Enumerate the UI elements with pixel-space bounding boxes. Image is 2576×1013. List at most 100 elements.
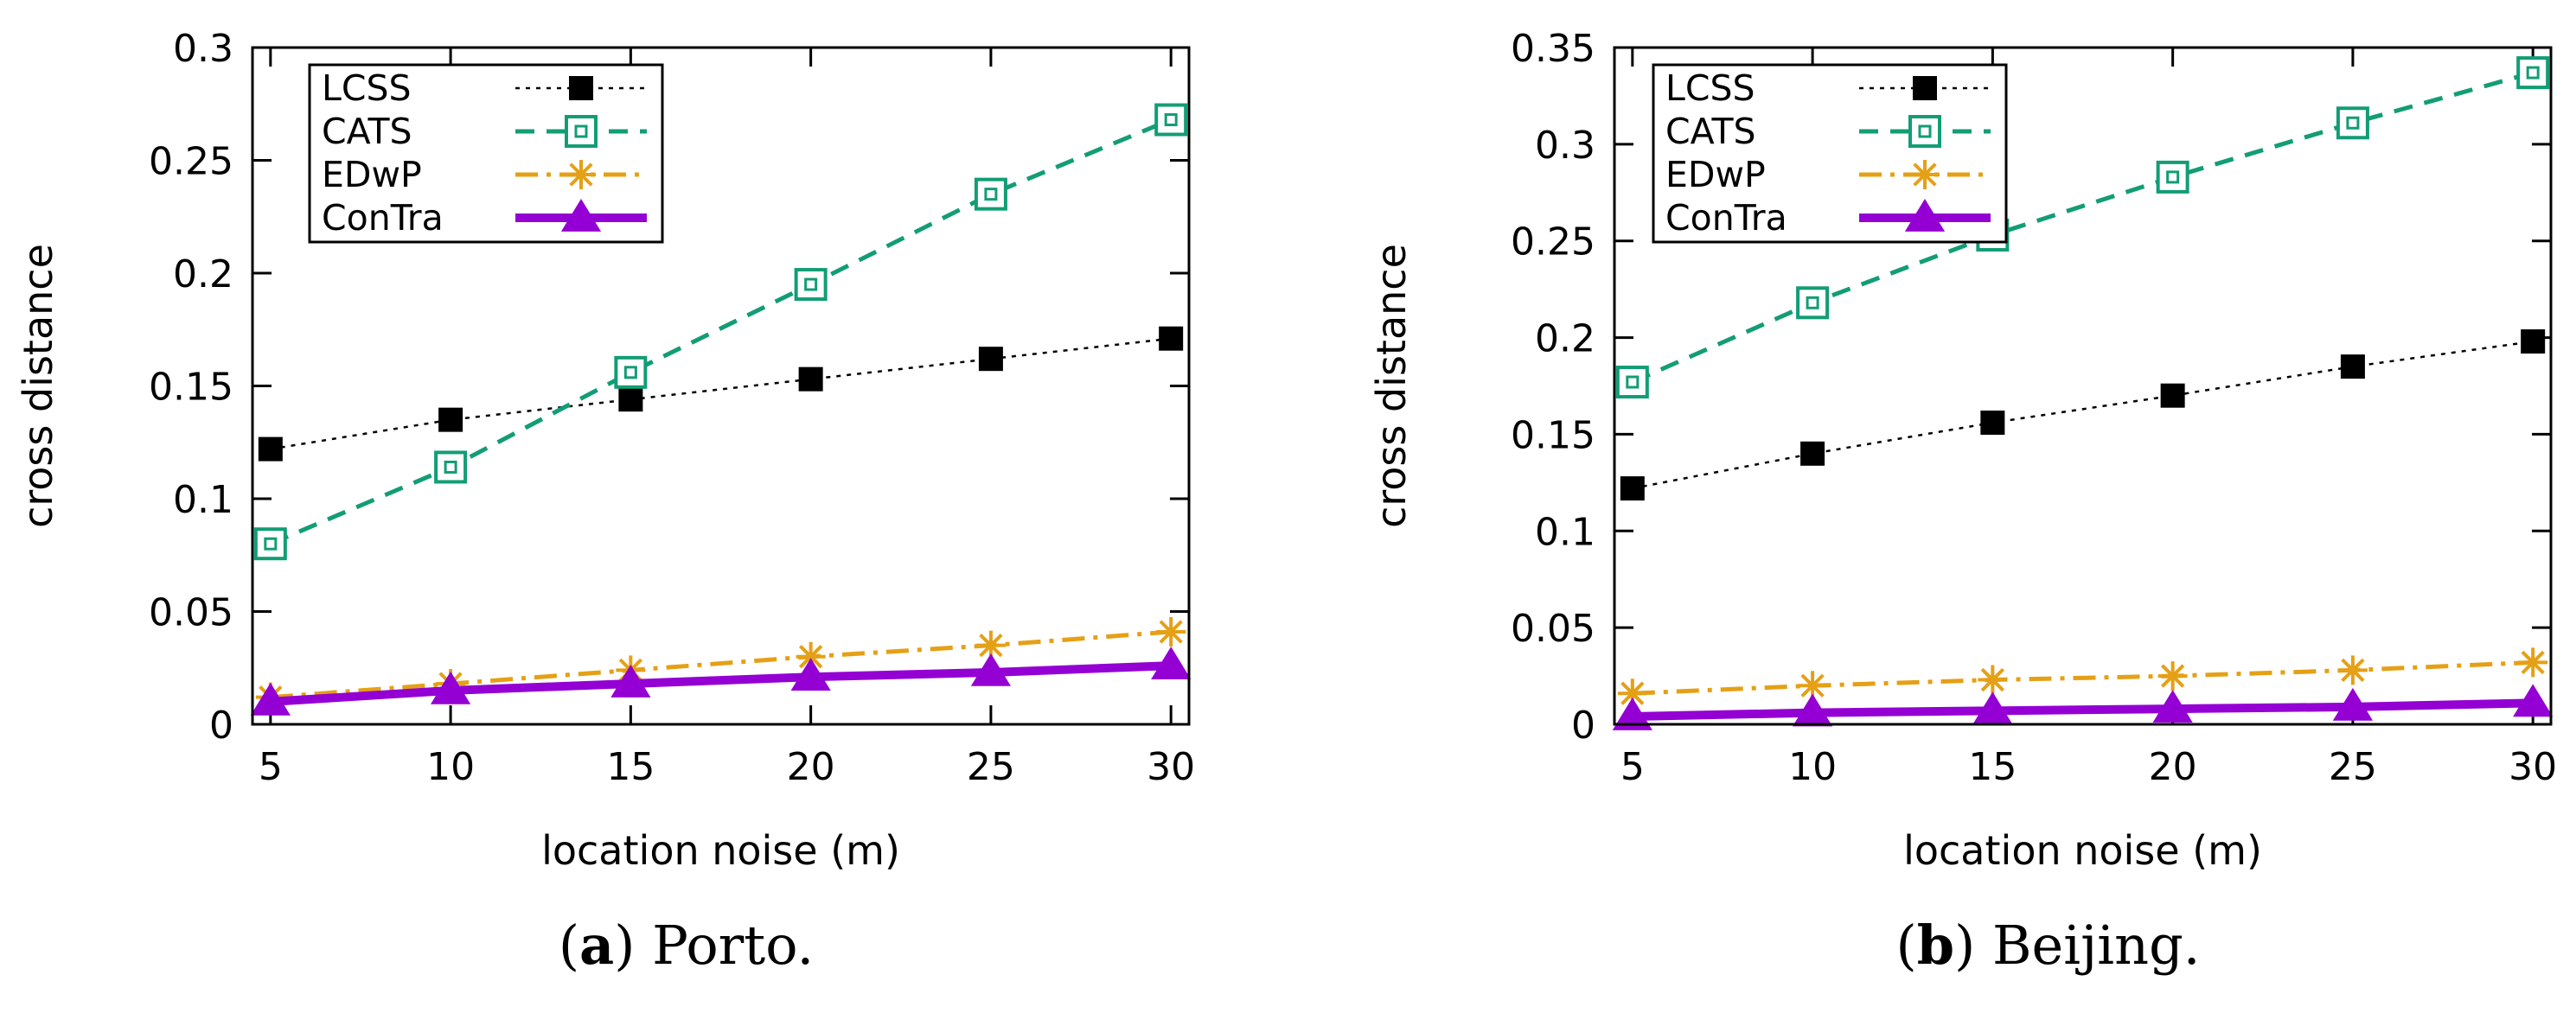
beijing-xtick-label-5: 30 bbox=[2509, 745, 2557, 789]
beijing-legend-marker-lcss bbox=[1913, 76, 1937, 100]
porto-contra-line bbox=[270, 661, 1172, 706]
porto-lcss-line bbox=[270, 337, 1172, 450]
beijing-xtick-label-1: 10 bbox=[1788, 745, 1837, 789]
porto-cats-point-1-inner bbox=[444, 460, 457, 474]
porto-x-ticks: 5 10 15 20 25 30 bbox=[259, 48, 1195, 789]
beijing-legend-marker-cats-inner bbox=[1918, 124, 1932, 138]
beijing-contra-point-2 bbox=[1972, 691, 2013, 725]
beijing-cats-point-4 bbox=[2336, 106, 2369, 140]
porto-caption-label: a bbox=[579, 914, 614, 977]
porto-legend-marker-cats-outer bbox=[565, 115, 598, 148]
beijing-contra-point-4 bbox=[2332, 687, 2374, 721]
porto-ytick-label-5: 0.25 bbox=[149, 140, 233, 184]
porto-xtick-label-5: 30 bbox=[1147, 745, 1195, 789]
beijing-legend-marker-cats-outer bbox=[1908, 115, 1941, 148]
beijing-cats-point-4-outer bbox=[2336, 106, 2369, 140]
porto-edwp-point-5 bbox=[1156, 616, 1186, 647]
beijing-legend-box bbox=[1652, 63, 2008, 244]
beijing-contra-point-5 bbox=[2513, 684, 2554, 717]
beijing-cats-point-3 bbox=[2156, 160, 2189, 194]
beijing-edwp-point-4 bbox=[2337, 655, 2368, 685]
beijing-edwp-line bbox=[1632, 659, 2534, 696]
porto-xtick-label-0: 5 bbox=[259, 745, 283, 789]
beijing-contra-point-0 bbox=[1612, 698, 1652, 730]
beijing-legend-label-lcss: LCSS bbox=[1665, 67, 1755, 109]
beijing-caption-text: Beijing. bbox=[1992, 914, 2200, 977]
beijing-ytick-label-2: 0.1 bbox=[1535, 510, 1595, 554]
porto-edwp-point-4 bbox=[975, 630, 1006, 660]
porto-cats-point-2 bbox=[614, 355, 648, 389]
porto-lcss-point-4 bbox=[978, 347, 1003, 372]
beijing-legend-label-cats: CATS bbox=[1665, 111, 1756, 152]
porto-contra-point-0 bbox=[250, 682, 291, 716]
porto-edwp-point-3 bbox=[796, 641, 826, 672]
porto-cats-point-0 bbox=[253, 527, 287, 561]
porto-lcss-point-1 bbox=[438, 407, 463, 432]
porto-legend-marker-lcss bbox=[569, 76, 593, 100]
beijing-ytick-label-0: 0 bbox=[1571, 704, 1595, 748]
porto-ytick-label-3: 0.15 bbox=[149, 366, 233, 410]
beijing-legend-marker-contra bbox=[1904, 199, 1946, 232]
chart-beijing: 0 0.05 0.1 0.15 0.2 0.25 0.3 0.35 5 10 15 20 25 30 L… bbox=[1368, 27, 2557, 977]
beijing-lcss-point-0 bbox=[1620, 476, 1645, 501]
porto-cats-point-0-inner bbox=[264, 537, 278, 551]
beijing-y-axis-label: cross distance bbox=[1368, 244, 1415, 528]
porto-ytick-label-4: 0.2 bbox=[173, 252, 233, 296]
porto-cats-point-4-outer bbox=[974, 177, 1007, 211]
porto-cats-point-1 bbox=[434, 450, 468, 484]
beijing-plot-frame bbox=[1613, 46, 2553, 726]
beijing-cats-point-3-inner bbox=[2166, 170, 2180, 184]
porto-lcss-point-0 bbox=[258, 436, 283, 462]
porto-cats-point-3 bbox=[794, 268, 828, 302]
porto-contra-point-5 bbox=[1151, 647, 1192, 679]
beijing-cats-line bbox=[1631, 70, 2534, 385]
beijing-contra-point-3 bbox=[2152, 690, 2193, 723]
porto-caption-close-paren: ) bbox=[614, 914, 652, 977]
beijing-xtick-label-0: 5 bbox=[1620, 745, 1645, 789]
porto-cats-point-0-outer bbox=[253, 527, 287, 561]
porto-legend-marker-cats-inner bbox=[574, 124, 588, 138]
porto-cats-point-5-inner bbox=[1164, 113, 1178, 127]
beijing-xtick-label-2: 15 bbox=[1968, 745, 2017, 789]
beijing-caption: (b) Beijing. bbox=[1896, 914, 2201, 977]
beijing-edwp-point-0 bbox=[1617, 679, 1647, 709]
beijing-xtick-label-3: 20 bbox=[2149, 745, 2197, 789]
porto-plot-frame bbox=[251, 46, 1191, 726]
porto-caption-text: Porto. bbox=[652, 914, 814, 977]
porto-legend-label-cats: CATS bbox=[322, 111, 412, 152]
porto-cats-point-3-inner bbox=[804, 277, 818, 291]
beijing-lcss-point-2 bbox=[1980, 411, 2005, 436]
porto-cats-point-5 bbox=[1154, 103, 1188, 137]
beijing-legend-label-edwp: EDwP bbox=[1665, 154, 1766, 195]
beijing-cats-point-1 bbox=[1796, 286, 1830, 320]
porto-x-axis-label: location noise (m) bbox=[541, 827, 900, 874]
beijing-lcss-line bbox=[1632, 340, 2534, 490]
porto-xtick-label-3: 20 bbox=[787, 745, 835, 789]
beijing-x-ticks: 5 10 15 20 25 30 bbox=[1620, 48, 2557, 789]
beijing-caption-label: b bbox=[1917, 914, 1954, 977]
porto-contra-point-2 bbox=[610, 665, 651, 698]
porto-ytick-label-0: 0 bbox=[209, 704, 233, 748]
porto-cats-point-3-outer bbox=[794, 268, 828, 302]
beijing-edwp-point-5 bbox=[2518, 647, 2548, 678]
beijing-cats-point-5 bbox=[2516, 56, 2550, 90]
porto-contra-point-1 bbox=[430, 671, 471, 704]
porto-xtick-label-1: 10 bbox=[426, 745, 475, 789]
beijing-cats-point-1-outer bbox=[1796, 286, 1830, 320]
porto-lcss-point-5 bbox=[1159, 326, 1184, 351]
porto-legend-marker-edwp bbox=[566, 160, 596, 189]
beijing-xtick-label-4: 25 bbox=[2329, 745, 2377, 789]
porto-legend-box bbox=[308, 63, 664, 244]
beijing-legend-label-contra: ConTra bbox=[1665, 197, 1787, 239]
porto-y-axis-label: cross distance bbox=[15, 244, 61, 528]
beijing-edwp-point-1 bbox=[1798, 671, 1828, 701]
porto-legend-marker-contra bbox=[560, 199, 602, 232]
beijing-series bbox=[1612, 56, 2554, 730]
beijing-ytick-label-7: 0.35 bbox=[1511, 27, 1595, 71]
beijing-lcss-point-1 bbox=[1800, 441, 1825, 466]
porto-ytick-label-2: 0.1 bbox=[173, 478, 233, 522]
porto-contra-point-4 bbox=[970, 653, 1012, 686]
beijing-ytick-label-1: 0.05 bbox=[1511, 607, 1595, 651]
